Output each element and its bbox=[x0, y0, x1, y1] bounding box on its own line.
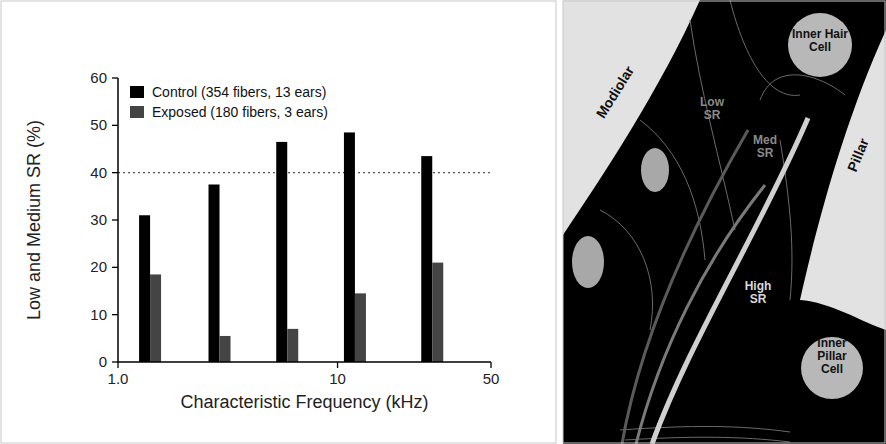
fiber-high-sr bbox=[652, 118, 808, 444]
fiber-low-sr bbox=[622, 130, 748, 444]
x-tick-label: 1.0 bbox=[108, 370, 129, 387]
x-axis-title: Characteristic Frequency (kHz) bbox=[180, 392, 428, 412]
cell-boundary bbox=[600, 210, 653, 330]
x-axis bbox=[118, 361, 491, 363]
cell-boundary bbox=[620, 426, 790, 432]
legend-swatch bbox=[130, 86, 144, 98]
bar bbox=[432, 263, 443, 362]
diagram-label-line: SR bbox=[750, 292, 767, 306]
diagram-label-line: Inner bbox=[817, 336, 847, 350]
diagram-label-line: Pillar bbox=[817, 349, 847, 363]
y-tick-label: 30 bbox=[90, 211, 107, 228]
y-tick bbox=[112, 267, 118, 268]
y-tick-label: 20 bbox=[90, 258, 107, 275]
bar bbox=[287, 329, 298, 362]
diagram-label: LowSR bbox=[700, 95, 725, 122]
bars bbox=[139, 132, 443, 362]
bar bbox=[139, 215, 150, 362]
tissue bbox=[563, 0, 886, 444]
diagram-label: Pillar bbox=[844, 136, 872, 174]
diagram-label: HighSR bbox=[745, 279, 772, 306]
diagram-ground bbox=[563, 0, 886, 444]
x-tick-label: 10 bbox=[329, 370, 346, 387]
legend-swatch bbox=[130, 106, 144, 118]
diagram-label-line: High bbox=[745, 279, 772, 293]
panel-frame bbox=[1, 1, 556, 443]
diagram-label-line: Cell bbox=[821, 362, 843, 376]
y-tick bbox=[112, 172, 118, 173]
y-tick-label: 50 bbox=[90, 116, 107, 133]
reference-line bbox=[118, 172, 491, 173]
cell-nucleus bbox=[641, 148, 669, 192]
bar bbox=[421, 156, 432, 362]
diagram-label-line: Inner Hair bbox=[792, 27, 848, 41]
y-tick-label: 10 bbox=[90, 306, 107, 323]
cell-boundary bbox=[690, 20, 735, 230]
cell-boundary bbox=[625, 437, 790, 442]
y-tick-label: 60 bbox=[90, 69, 107, 86]
diagram-label-line: SR bbox=[704, 108, 721, 122]
legend-label: Exposed (180 fibers, 3 ears) bbox=[152, 104, 328, 120]
panel-frame bbox=[563, 1, 885, 443]
cell-boundary bbox=[760, 75, 845, 100]
bar bbox=[150, 274, 161, 362]
bar bbox=[209, 185, 220, 363]
diagram-label-line: Modiolar bbox=[593, 63, 638, 121]
y-tick-label: 40 bbox=[90, 164, 107, 181]
diagram-label-line: Med bbox=[753, 133, 777, 147]
y-tick bbox=[112, 77, 118, 78]
y-axis-title: Low and Medium SR (%) bbox=[24, 120, 44, 320]
x-tick bbox=[490, 362, 491, 368]
inner-pillar-cell bbox=[801, 337, 863, 399]
diagram-label: InnerPillarCell bbox=[817, 336, 847, 376]
legend-label: Control (354 fibers, 13 ears) bbox=[152, 84, 326, 100]
diagram-label-line: Low bbox=[700, 95, 725, 109]
diagram-label: Modiolar bbox=[593, 63, 638, 121]
bar bbox=[355, 293, 366, 362]
figure: 0 10 20 30 40 50 60 1.0 10 50 Characteristic Frequ… bbox=[0, 0, 886, 444]
diagram-label: Inner HairCell bbox=[792, 27, 848, 54]
inner-hair-cell bbox=[788, 13, 852, 77]
y-tick bbox=[112, 125, 118, 126]
x-tick-label: 50 bbox=[483, 370, 500, 387]
cell-boundary bbox=[640, 120, 705, 260]
diagram-label: MedSR bbox=[753, 133, 777, 160]
y-tick bbox=[112, 314, 118, 315]
diagram-label-line: Cell bbox=[809, 40, 831, 54]
diagram-label-line: SR bbox=[757, 146, 774, 160]
fiber-med-sr bbox=[636, 185, 765, 444]
bar bbox=[220, 336, 231, 362]
x-tick bbox=[337, 362, 338, 368]
diagram-label-line: Pillar bbox=[844, 136, 872, 174]
y-tick bbox=[112, 219, 118, 220]
bar bbox=[276, 142, 287, 362]
y-tick-label: 0 bbox=[99, 353, 107, 370]
bar bbox=[344, 132, 355, 362]
x-tick bbox=[117, 362, 118, 368]
y-tick bbox=[112, 361, 118, 362]
cell-nucleus bbox=[572, 236, 604, 288]
